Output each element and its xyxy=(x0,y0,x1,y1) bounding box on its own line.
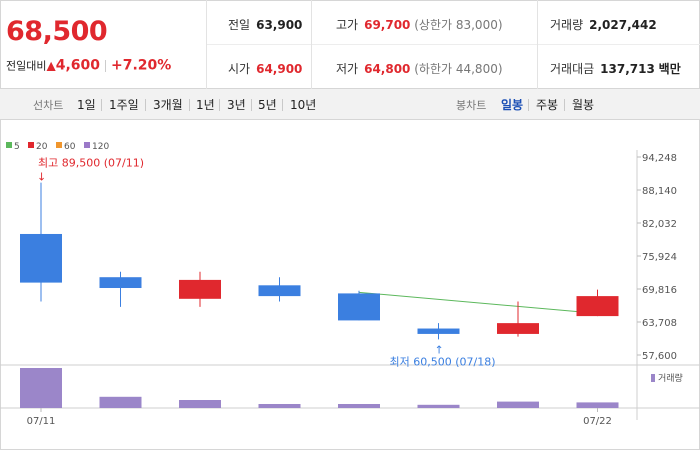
y-tick-label: 88,140 xyxy=(642,186,677,197)
amount-unit: 백만 xyxy=(658,62,681,76)
legend-swatch xyxy=(84,142,90,148)
tab-divider xyxy=(282,99,283,111)
period-tab-bar: 선차트 1일 1주일 3개월 1년 3년 5년 10년 봉차트 일봉 주봉 월봉 xyxy=(0,89,700,120)
open-label: 시가 xyxy=(228,62,251,76)
legend-swatch xyxy=(6,142,12,148)
volume-bar xyxy=(497,401,539,408)
volume-legend-swatch xyxy=(651,374,655,382)
up-triangle-icon: ▲ xyxy=(46,58,56,73)
high-stat: 고가 69,700 (상한가 83,000) xyxy=(336,16,503,33)
candle-body xyxy=(417,328,460,334)
tab-divider xyxy=(251,99,252,111)
legend-swatch xyxy=(28,142,34,148)
y-tick-label: 75,924 xyxy=(642,252,677,263)
tab-divider xyxy=(219,99,220,111)
line-chart-label: 선차트 xyxy=(33,99,64,112)
high-label: 고가 xyxy=(336,18,359,32)
volume-legend-label: 거래량 xyxy=(658,372,683,384)
candle-body xyxy=(20,233,62,283)
stats-col-divider xyxy=(537,0,538,89)
tab-divider xyxy=(564,99,565,111)
tab-daily[interactable]: 일봉 xyxy=(501,98,524,112)
tab-monthly[interactable]: 월봉 xyxy=(572,98,595,112)
tab-3month[interactable]: 3개월 xyxy=(153,98,183,112)
candle-body xyxy=(179,279,221,299)
change-label: 전일대비 xyxy=(6,59,47,73)
prev-close-stat: 전일 63,900 xyxy=(228,16,302,33)
x-tick-label: 07/22 xyxy=(583,416,612,427)
tab-divider xyxy=(189,99,190,111)
low-label: 저가 xyxy=(336,62,359,76)
tab-1year[interactable]: 1년 xyxy=(196,98,215,112)
y-tick-label: 63,708 xyxy=(642,318,677,329)
min-price-label: 최저 60,500 (07/18) xyxy=(390,355,496,368)
legend-swatch xyxy=(56,142,62,148)
volume-bar xyxy=(417,404,460,408)
candle-body xyxy=(99,277,142,289)
volume-bar xyxy=(99,396,142,408)
volume-stat: 거래량 2,027,442 xyxy=(550,16,657,33)
max-arrow-icon: ↓ xyxy=(37,171,46,184)
volume-value: 2,027,442 xyxy=(589,18,657,32)
tab-1week[interactable]: 1주일 xyxy=(109,98,139,112)
prev-close-label: 전일 xyxy=(228,18,251,32)
change-divider xyxy=(105,59,107,72)
y-tick-label: 69,816 xyxy=(642,285,677,296)
lower-limit: (하한가 44,800) xyxy=(414,62,503,76)
tab-divider xyxy=(145,99,146,111)
price-change: 전일대비▲4,600 +7.20% xyxy=(6,55,171,74)
amount-value: 137,713 xyxy=(600,62,655,76)
candle-chart-label: 봉차트 xyxy=(456,99,487,112)
upper-limit: (상한가 83,000) xyxy=(414,18,503,32)
volume-bar xyxy=(20,368,62,408)
tab-weekly[interactable]: 주봉 xyxy=(536,98,559,112)
price-box: 68,500 전일대비▲4,600 +7.20% xyxy=(0,0,207,89)
volume-bar xyxy=(576,402,619,408)
current-price: 68,500 xyxy=(6,16,108,47)
volume-bar xyxy=(258,404,301,408)
y-tick-label: 82,032 xyxy=(642,219,677,230)
legend-label: 5 xyxy=(14,142,20,152)
legend-label: 60 xyxy=(64,142,76,152)
low-value: 64,800 xyxy=(364,62,411,76)
candle-chart: 94,248 88,140 82,032 75,924 69,816 63,708 57,6… xyxy=(0,120,700,450)
change-rate: +7.20% xyxy=(111,57,172,74)
candle-body xyxy=(576,296,619,317)
volume-label: 거래량 xyxy=(550,18,584,32)
x-tick-label: 07/11 xyxy=(27,416,56,427)
tab-divider xyxy=(101,99,102,111)
candle-chart-svg: 94,248 88,140 82,032 75,924 69,816 63,708 57,6… xyxy=(0,142,700,427)
open-stat: 시가 64,900 xyxy=(228,60,302,77)
stats-col-divider xyxy=(311,0,312,89)
amount-label: 거래대금 xyxy=(550,62,595,76)
candle-body xyxy=(258,285,301,297)
low-stat: 저가 64,800 (하한가 44,800) xyxy=(336,60,503,77)
prev-close-value: 63,900 xyxy=(256,18,303,32)
legend-label: 20 xyxy=(36,142,48,152)
legend-label: 120 xyxy=(92,142,109,152)
min-arrow-icon: ↑ xyxy=(435,343,444,356)
open-value: 64,900 xyxy=(256,62,303,76)
tab-10year[interactable]: 10년 xyxy=(290,98,317,112)
amount-stat: 거래대금 137,713 백만 xyxy=(550,60,681,77)
y-tick-label: 57,600 xyxy=(642,351,677,362)
tab-3year[interactable]: 3년 xyxy=(227,98,246,112)
change-value: 4,600 xyxy=(55,57,101,74)
tab-5year[interactable]: 5년 xyxy=(258,98,277,112)
stats-divider xyxy=(207,44,700,45)
quote-header: 68,500 전일대비▲4,600 +7.20% 전일 63,900 고가 69,70… xyxy=(0,0,700,89)
tab-divider xyxy=(528,99,529,111)
max-price-label: 최고 89,500 (07/11) xyxy=(38,157,144,170)
candle-body xyxy=(338,293,380,321)
candle-body xyxy=(497,323,539,334)
y-tick-label: 94,248 xyxy=(642,153,677,164)
volume-bar xyxy=(338,404,380,408)
tab-1day[interactable]: 1일 xyxy=(77,98,96,112)
ma5-line xyxy=(358,291,598,314)
high-value: 69,700 xyxy=(364,18,411,32)
volume-bar xyxy=(179,400,221,408)
